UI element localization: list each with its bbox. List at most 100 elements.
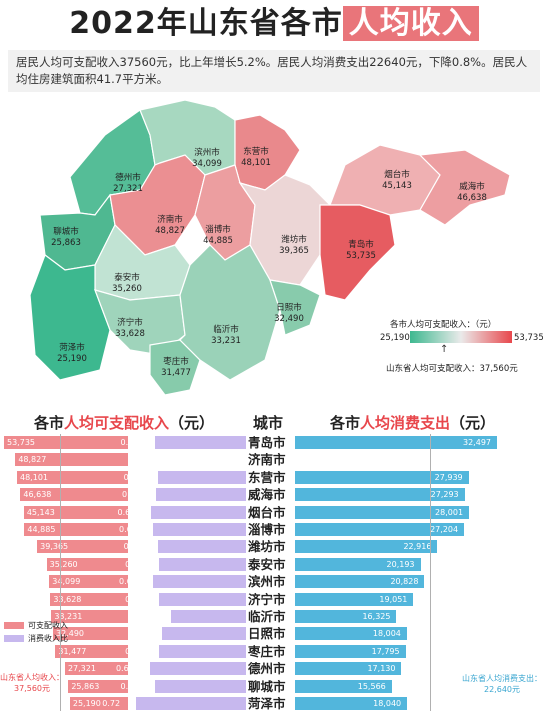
income-bar (68, 679, 128, 693)
ratio-value: 0.60 (120, 681, 139, 691)
ratio-value: 0.57 (125, 559, 143, 569)
expense-value: 20,828 (390, 577, 419, 587)
table-row: 33,628 0.57 济宁市 19,051 (0, 591, 548, 608)
income-value: 33,231 (54, 612, 83, 621)
expense-header-suffix: （元） (450, 414, 496, 432)
ratio-bar (157, 540, 246, 554)
table-row: 27,321 0.63 德州市 17,130 (0, 660, 548, 677)
city-header: 城市 (253, 414, 284, 432)
up-arrow-icon: ↑ (440, 344, 449, 355)
ratio-value: 0.49 (137, 612, 156, 621)
ratio-bar (136, 697, 246, 710)
expense-bar (295, 470, 469, 484)
ratio-value: 0.61 (119, 525, 137, 534)
income-value: 48,101 (20, 472, 48, 482)
expense-header-prefix: 各市 (330, 414, 361, 432)
city-name: 枣庄市 (248, 643, 286, 659)
ratio-value: 0.57 (125, 646, 143, 656)
map-label-name: 淄博市 (205, 225, 231, 235)
map-label-rizhao: 日照市 32,490 (259, 303, 319, 325)
map-legend-title: 各市人均可支配收入：（元） (390, 320, 497, 330)
legend-ratio-swatch (4, 635, 24, 642)
region-heze (29, 254, 111, 381)
ratio-bar (153, 523, 246, 536)
expense-bar (295, 540, 438, 554)
expense-bar (295, 575, 425, 589)
income-value: 25,863 (71, 681, 100, 691)
map-label-name: 烟台市 (384, 170, 410, 180)
income-bar (64, 662, 128, 676)
map-label-liaocheng: 聊城市 25,863 (36, 227, 96, 249)
map-label-zaozhuang: 枣庄市 31,477 (146, 357, 206, 379)
expense-bar (295, 436, 497, 449)
income-bar (37, 540, 128, 554)
expense-bar (295, 488, 465, 502)
title-main: 2022年山东省各市 (69, 6, 343, 41)
income-value: 45,143 (26, 507, 55, 517)
expense-average-note: 山东省人均消费支出：22,640元 (462, 674, 542, 694)
expense-value: 18,040 (373, 699, 402, 708)
ratio-value: 0.60 (120, 438, 139, 447)
table-row: 45,143 0.62 烟台市 28,001 (0, 504, 548, 521)
map-label-name: 潍坊市 (281, 235, 307, 245)
map-label-name: 德州市 (115, 173, 141, 183)
map-label-value: 53,735 (346, 251, 376, 261)
income-bar (55, 644, 128, 658)
map-label-qingdao: 青岛市 53,735 (331, 240, 391, 262)
map-label-value: 25,863 (51, 238, 81, 248)
ratio-bar (154, 436, 246, 449)
map-label-value: 27,321 (113, 184, 143, 194)
table-row: 39,365 0.58 潍坊市 22,916 (0, 538, 548, 555)
expense-value: 27,204 (430, 525, 459, 534)
map-label-value: 31,477 (161, 368, 191, 378)
legend-income-swatch (4, 622, 24, 629)
map-svg (29, 99, 511, 396)
expense-value: 27,939 (434, 472, 463, 482)
expense-value: 18,004 (372, 629, 401, 639)
map-label-name: 菏泽市 (59, 343, 85, 353)
income-reference-line (60, 434, 61, 711)
income-value: 46,638 (23, 490, 52, 500)
expense-header: 各市人均消费支出（元） (330, 412, 495, 433)
map-legend-min: 25,190 (380, 333, 410, 343)
map-label-weihai: 威海市 46,638 (442, 182, 502, 204)
map-label-heze: 菏泽市 25,190 (42, 343, 102, 365)
ratio-bar (156, 488, 246, 502)
region-rizhao (269, 279, 321, 336)
expense-value: 19,051 (379, 594, 408, 604)
region-qingdao (319, 204, 396, 301)
income-bar (49, 575, 128, 589)
table-row: 48,101 0.58 东营市 27,939 (0, 469, 548, 486)
ratio-value: 0.59 (122, 490, 140, 500)
income-average-note: 山东省人均收入：37,560元 (0, 673, 64, 693)
map-label-name: 威海市 (459, 182, 485, 192)
map-label-value: 33,231 (211, 336, 241, 346)
expense-value: 17,795 (371, 646, 400, 656)
map-label-name: 东营市 (243, 147, 269, 157)
table-row: 53,735 0.60 青岛市 32,497 (0, 434, 548, 451)
income-bar (15, 453, 128, 467)
income-value: 27,321 (67, 664, 96, 674)
expense-bar (295, 697, 408, 710)
expense-value: 20,193 (386, 559, 415, 569)
map-label-dezhou: 德州市 27,321 (98, 173, 158, 195)
ratio-bar (157, 470, 246, 484)
expense-value: 15,566 (357, 681, 386, 691)
map-label-value: 46,638 (457, 193, 487, 203)
map-label-name: 青岛市 (348, 240, 374, 250)
income-value: 31,477 (58, 646, 87, 656)
ratio-bar (159, 592, 246, 606)
city-name: 泰安市 (248, 556, 286, 572)
map-label-jinan: 济南市 48,827 (140, 215, 200, 237)
income-header: 各市人均可支配收入（元） (34, 412, 214, 433)
expense-value: 27,293 (430, 490, 459, 500)
expense-bar (295, 592, 414, 606)
income-value: 48,827 (18, 455, 47, 465)
map-label-name: 枣庄市 (163, 357, 189, 367)
table-row: 31,477 0.57 枣庄市 17,795 (0, 643, 548, 660)
legend-income: 可支配收入 (4, 620, 68, 631)
city-name: 菏泽市 (248, 696, 286, 711)
region-weihai (418, 149, 511, 226)
income-bar (17, 470, 128, 484)
city-name: 淄博市 (248, 522, 286, 537)
